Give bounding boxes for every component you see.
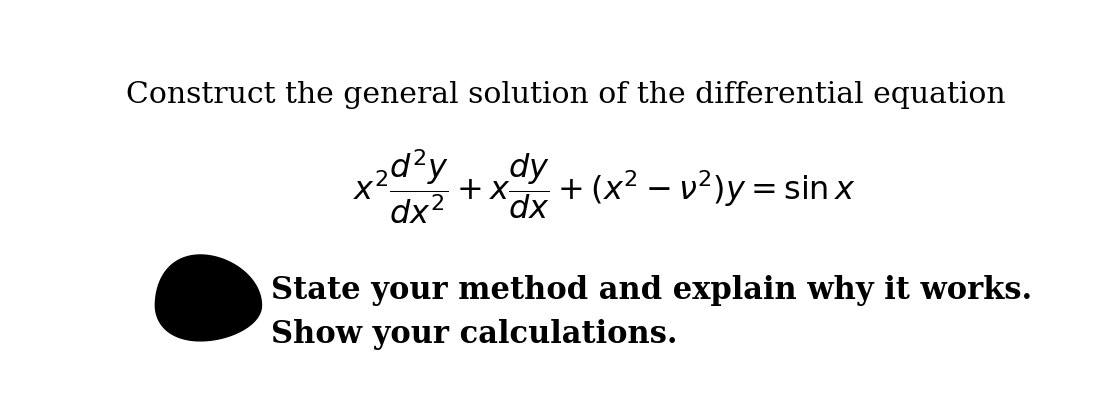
Text: Show your calculations.: Show your calculations. xyxy=(270,319,677,350)
Text: $x^2\dfrac{d^2y}{dx^2} + x\dfrac{dy}{dx} + (x^2 - \nu^2)y = \sin x$: $x^2\dfrac{d^2y}{dx^2} + x\dfrac{dy}{dx}… xyxy=(353,147,856,225)
Text: Construct the general solution of the differential equation: Construct the general solution of the di… xyxy=(126,81,1006,108)
Text: State your method and explain why it works.: State your method and explain why it wor… xyxy=(270,274,1032,306)
Polygon shape xyxy=(156,255,262,341)
